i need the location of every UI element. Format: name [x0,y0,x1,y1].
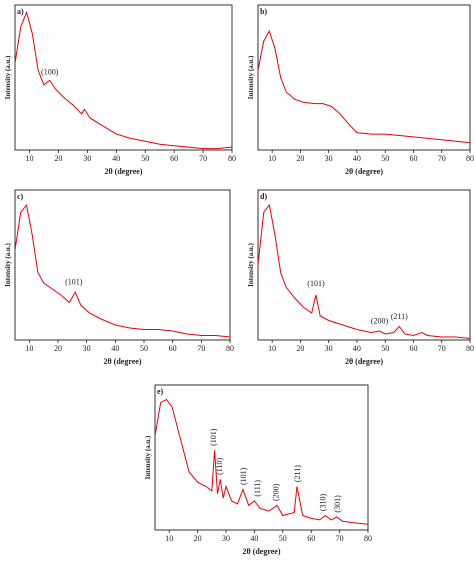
x-tick-label: 10 [268,344,276,353]
plot-frame [257,4,471,151]
chart-panel: b) 2θ (degree) Intensity (a.u.) 10 20 30 40 50 6… [247,4,474,176]
x-axis-label: 2θ (degree) [103,357,141,366]
x-tick-label: 20 [194,534,202,543]
data-line [14,10,233,150]
peak-label: (101) [239,467,248,485]
peak-label: (110) [215,458,224,475]
x-tick-label: 30 [83,344,91,353]
data-line [154,398,369,525]
x-tick-label: 50 [141,154,149,163]
chart-panel: d) 2θ (degree) Intensity (a.u.) (101) (200)(… [247,189,474,366]
x-tick-label: 70 [336,534,344,543]
peak-label: (310) [319,493,328,511]
peak-label: (101) [65,278,83,287]
plot-frame [257,189,471,341]
y-axis-label: Intensity (a.u.) [247,55,255,99]
x-tick-label: 80 [228,154,236,163]
x-tick-label: 20 [54,154,62,163]
peak-label: (211) [293,465,302,482]
x-tick-label: 50 [279,534,287,543]
x-tick-label: 40 [250,534,258,543]
panel-label: c) [17,192,24,201]
x-tick-label: 60 [409,344,417,353]
y-axis-label: Intensity (a.u.) [144,435,152,479]
x-tick-label: 40 [111,344,119,353]
peak-label: (101) [209,428,218,446]
x-tick-label: 10 [25,344,33,353]
x-tick-label: 10 [25,154,33,163]
panel-label: e) [157,387,164,396]
x-tick-label: 80 [364,534,372,543]
x-tick-label: 20 [296,344,304,353]
x-tick-label: 60 [409,154,417,163]
x-tick-label: 30 [222,534,230,543]
x-tick-label: 70 [438,344,446,353]
panel-label: b) [260,7,267,16]
x-axis-label: 2θ (degree) [104,167,142,176]
x-tick-label: 50 [381,154,389,163]
y-axis-label: Intensity (a.u.) [4,242,12,286]
x-axis-label: 2θ (degree) [345,167,383,176]
x-tick-label: 60 [169,344,177,353]
peak-label: (100) [41,68,59,77]
x-tick-label: 80 [466,154,474,163]
y-axis-label: Intensity (a.u.) [247,242,255,286]
x-tick-label: 40 [353,154,361,163]
x-tick-label: 50 [381,344,389,353]
x-axis-label: 2θ (degree) [242,547,280,556]
x-axis-label: 2θ (degree) [345,357,383,366]
peak-label: (211) [391,312,408,321]
peak-label: (111) [253,480,262,497]
data-line [14,203,231,338]
peak-label: (200) [371,317,389,326]
x-tick-label: 10 [165,534,173,543]
plot-frame [14,4,233,151]
plot-frame [14,189,231,341]
x-tick-label: 20 [54,344,62,353]
x-tick-label: 10 [268,154,276,163]
x-tick-label: 70 [438,154,446,163]
data-line [257,29,471,144]
panel-label: d) [260,192,267,201]
peak-label: (200) [272,483,281,501]
y-axis-label: Intensity (a.u.) [4,55,12,99]
x-tick-label: 60 [170,154,178,163]
x-tick-label: 20 [296,154,304,163]
x-tick-label: 30 [325,154,333,163]
x-tick-label: 40 [353,344,361,353]
x-tick-label: 70 [199,154,207,163]
peak-label: (301) [333,495,342,513]
panel-label: a) [17,7,24,16]
x-tick-label: 60 [307,534,315,543]
x-tick-label: 80 [226,344,234,353]
x-tick-label: 40 [112,154,120,163]
chart-panel: c) 2θ (degree) Intensity (a.u.) (101) 10 20 30… [4,189,234,366]
x-tick-label: 80 [466,344,474,353]
x-tick-label: 30 [325,344,333,353]
chart-panel: e) 2θ (degree) Intensity (a.u.) (101) (110) (… [144,384,372,556]
x-tick-label: 50 [140,344,148,353]
plot-frame [154,384,369,531]
chart-panel: a) 2θ (degree) Intensity (a.u.) (100) 10 20 30… [4,4,236,176]
x-tick-label: 30 [83,154,91,163]
x-tick-label: 70 [197,344,205,353]
data-line [257,203,471,339]
peak-label: (101) [307,279,325,288]
